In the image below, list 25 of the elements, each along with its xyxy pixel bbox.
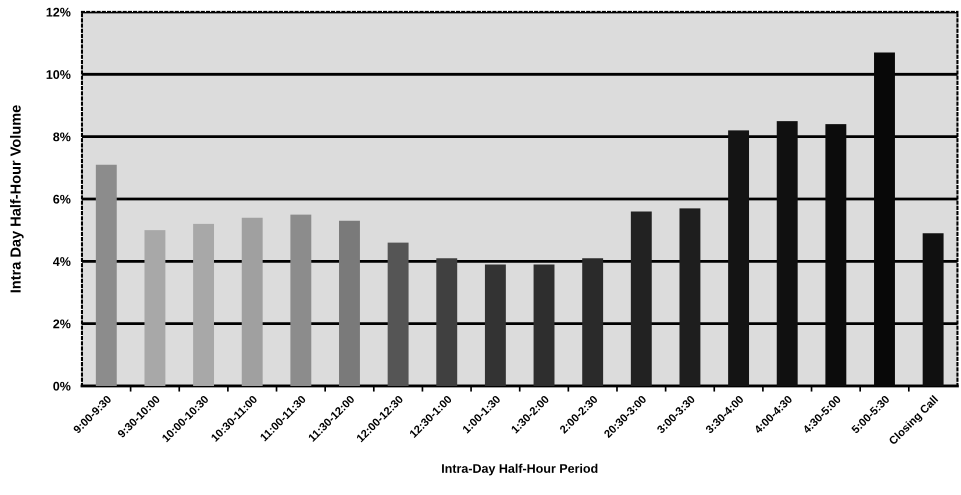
y-tick-label: 6% bbox=[53, 194, 71, 204]
bar bbox=[582, 258, 604, 386]
y-tick-label: 4% bbox=[52, 257, 71, 266]
bar bbox=[776, 121, 798, 386]
bar bbox=[922, 233, 944, 386]
y-tick-label: 8% bbox=[53, 132, 71, 142]
bar bbox=[679, 208, 700, 386]
bar bbox=[534, 264, 554, 386]
bar bbox=[290, 214, 312, 386]
bar bbox=[144, 230, 166, 386]
bar bbox=[96, 164, 117, 386]
bar bbox=[339, 220, 360, 386]
bar bbox=[484, 264, 506, 386]
y-tick-label: 2% bbox=[53, 319, 71, 328]
bar bbox=[388, 242, 409, 386]
y-tick-label: 10% bbox=[46, 70, 71, 79]
y-axis-title: Intra Day Half-Hour Volume bbox=[10, 105, 24, 292]
bar bbox=[728, 130, 750, 386]
y-tick-label: 0% bbox=[53, 382, 71, 391]
bar bbox=[436, 258, 458, 386]
y-tick-label: 12% bbox=[46, 8, 71, 17]
bar bbox=[193, 224, 214, 386]
bar bbox=[242, 218, 263, 386]
bar bbox=[630, 211, 652, 386]
x-axis-title: Intra-Day Half-Hour Period bbox=[442, 464, 598, 476]
